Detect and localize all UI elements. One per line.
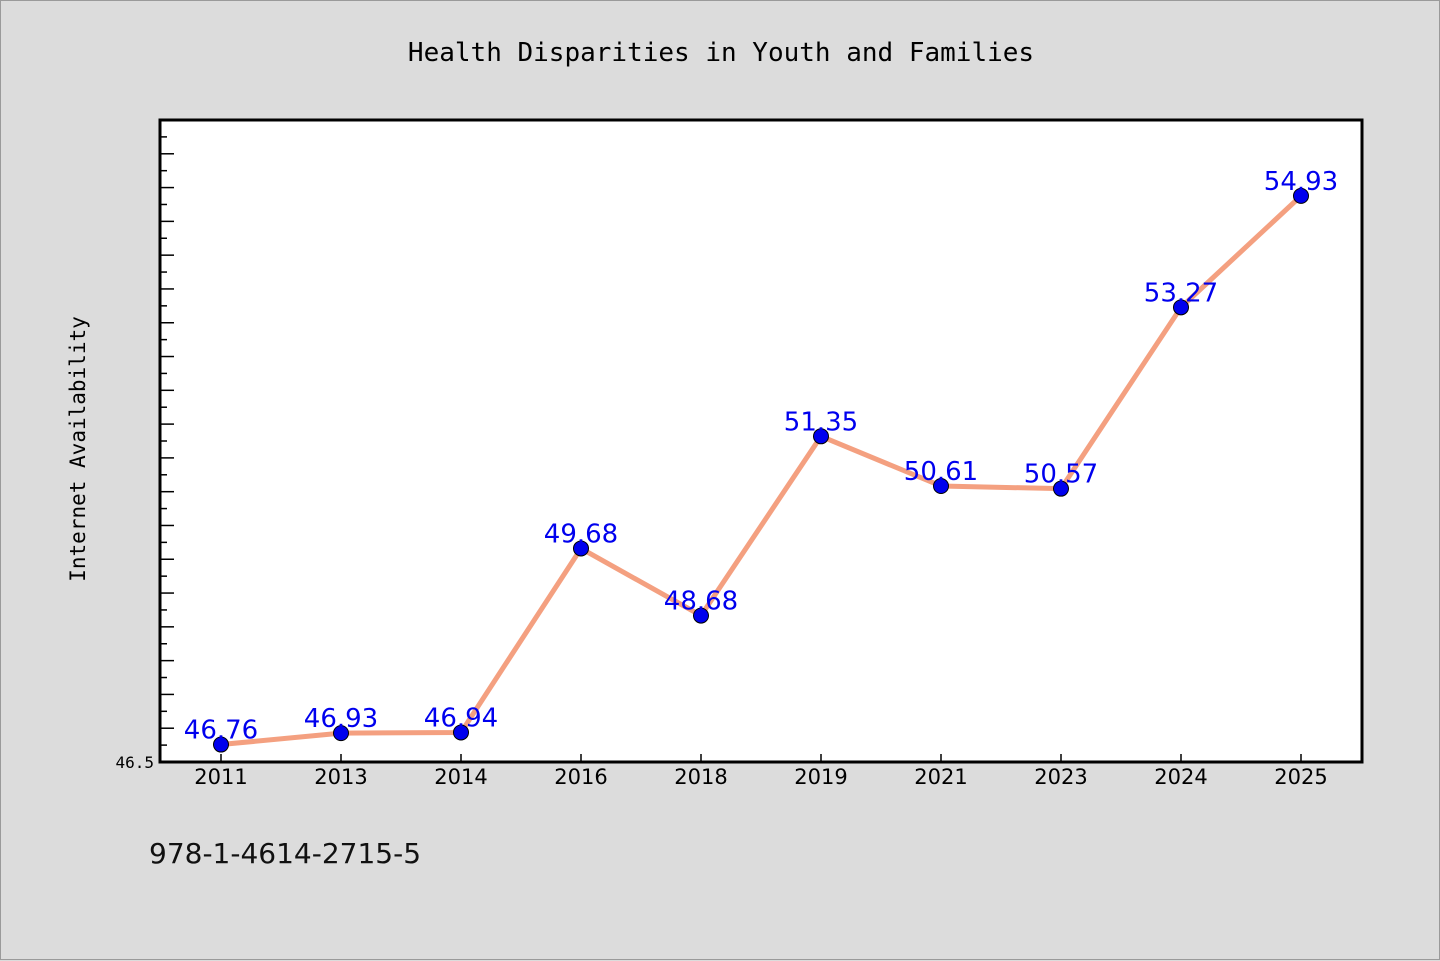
data-labels: 46.76 46.93 46.94 49.68 48.68 51.35 50.61 50.57…: [184, 167, 1338, 746]
x-tick-label: 2013: [314, 765, 367, 789]
data-point: [1293, 187, 1309, 204]
data-point: [213, 736, 229, 753]
x-tick-label: 2024: [1154, 765, 1207, 789]
data-label: 50.61: [904, 457, 978, 487]
data-label: 46.94: [424, 703, 498, 733]
y-axis-label: Internet Availability: [66, 316, 90, 582]
data-point: [693, 607, 709, 624]
data-label: 49.68: [544, 519, 618, 549]
x-axis-ticks: 2011 2013 2014 2016 2018 2019 2021 2023 2024 2025: [194, 754, 1328, 789]
x-tick-label: 2025: [1274, 765, 1327, 789]
data-label: 50.57: [1024, 460, 1098, 490]
y-axis-ticks: 46.5: [115, 119, 174, 772]
plot-area: [158, 118, 1364, 764]
data-point: [933, 477, 949, 494]
x-tick-label: 2019: [794, 765, 847, 789]
x-tick-label: 2018: [674, 765, 727, 789]
data-point: [1053, 480, 1069, 497]
data-points: [213, 187, 1309, 753]
x-tick-label: 2016: [554, 765, 607, 789]
x-tick-label: 2021: [914, 765, 967, 789]
data-label: 53.27: [1144, 278, 1218, 308]
data-point: [453, 724, 469, 741]
data-label: 46.93: [304, 704, 378, 734]
data-point: [813, 428, 829, 445]
data-label: 51.35: [784, 407, 858, 437]
data-label: 48.68: [664, 587, 738, 617]
data-label: 46.76: [184, 716, 258, 746]
data-point: [1173, 299, 1189, 316]
y-tick-label: 46.5: [115, 753, 154, 772]
series-line: [218, 193, 1304, 748]
x-tick-label: 2023: [1034, 765, 1087, 789]
chart-title: Health Disparities in Youth and Families: [408, 38, 1034, 68]
data-point: [333, 725, 349, 742]
x-tick-label: 2014: [434, 765, 487, 789]
data-point: [573, 540, 589, 557]
x-tick-label: 2011: [194, 765, 247, 789]
isbn-text: 978-1-4614-2715-5: [149, 837, 421, 870]
data-label: 54.93: [1264, 167, 1338, 197]
